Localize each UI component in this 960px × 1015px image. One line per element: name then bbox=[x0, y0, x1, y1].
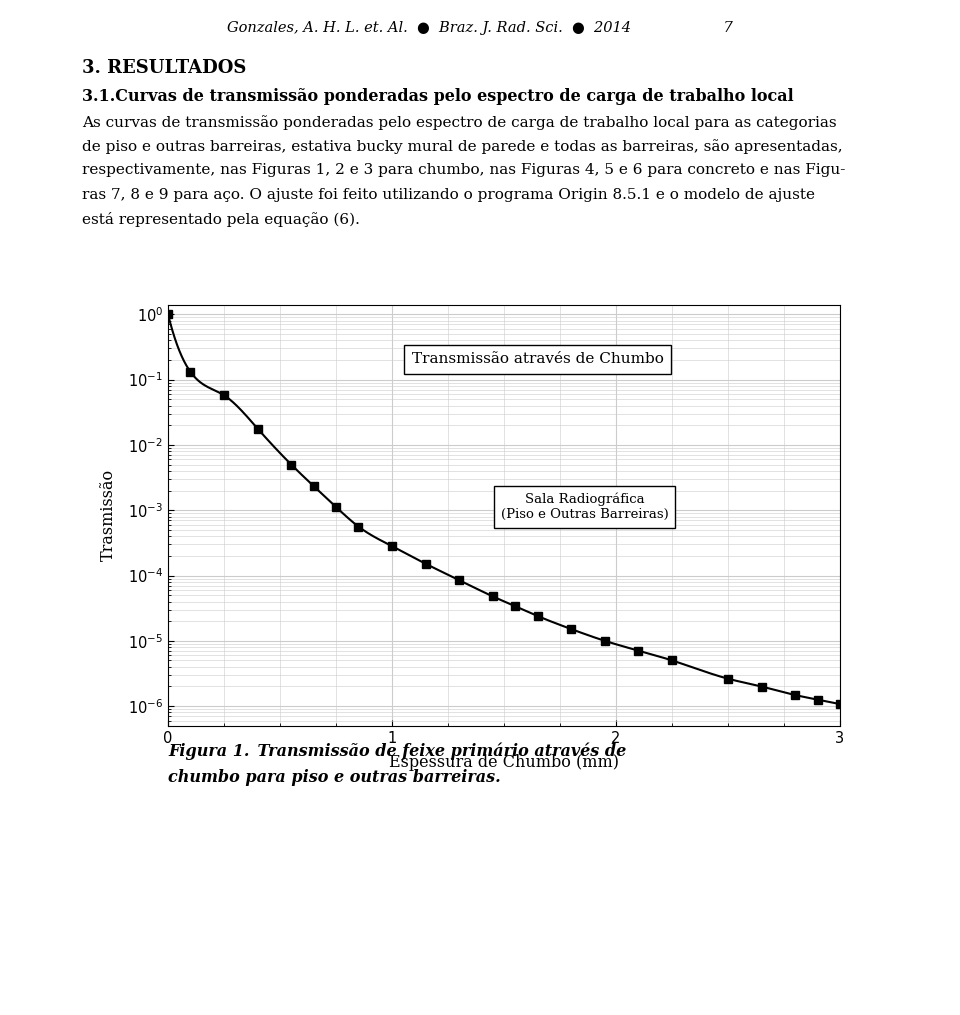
Text: Transmissão através de Chumbo: Transmissão através de Chumbo bbox=[412, 352, 663, 366]
Text: 3.1.Curvas de transmissão ponderadas pelo espectro de carga de trabalho local: 3.1.Curvas de transmissão ponderadas pel… bbox=[82, 88, 793, 106]
Text: Figura 1.: Figura 1. bbox=[168, 743, 250, 760]
Text: Transmissão de feixe primário através de: Transmissão de feixe primário através de bbox=[235, 743, 627, 760]
Text: As curvas de transmissão ponderadas pelo espectro de carga de trabalho local par: As curvas de transmissão ponderadas pelo… bbox=[82, 115, 836, 130]
X-axis label: Espessura de Chumbo (mm): Espessura de Chumbo (mm) bbox=[389, 754, 619, 771]
Text: Sala Radiográfica
(Piso e Outras Barreiras): Sala Radiográfica (Piso e Outras Barreir… bbox=[501, 492, 668, 521]
Text: ras 7, 8 e 9 para aço. O ajuste foi feito utilizando o programa Origin 8.5.1 e o: ras 7, 8 e 9 para aço. O ajuste foi feit… bbox=[82, 188, 815, 202]
Text: respectivamente, nas Figuras 1, 2 e 3 para chumbo, nas Figuras 4, 5 e 6 para con: respectivamente, nas Figuras 1, 2 e 3 pa… bbox=[82, 163, 845, 178]
Text: Gonzales, A. H. L. et. Al.  ●  Braz. J. Rad. Sci.  ●  2014                    7: Gonzales, A. H. L. et. Al. ● Braz. J. Ra… bbox=[228, 21, 732, 36]
Text: está representado pela equação (6).: está representado pela equação (6). bbox=[82, 212, 359, 227]
Text: 3. RESULTADOS: 3. RESULTADOS bbox=[82, 59, 246, 77]
Y-axis label: Trasmissão: Trasmissão bbox=[100, 469, 117, 561]
Text: de piso e outras barreiras, estativa bucky mural de parede e todas as barreiras,: de piso e outras barreiras, estativa buc… bbox=[82, 139, 842, 154]
Text: chumbo para piso e outras barreiras.: chumbo para piso e outras barreiras. bbox=[168, 769, 501, 787]
